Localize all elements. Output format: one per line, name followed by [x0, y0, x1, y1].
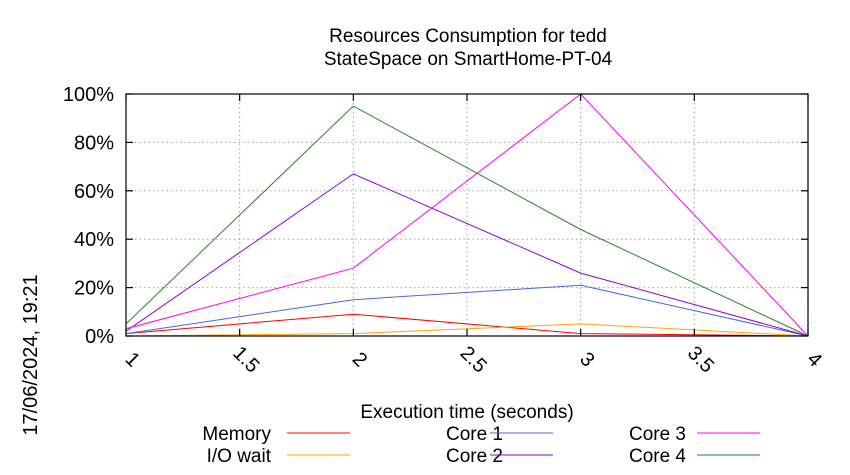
series-line-core-4 — [125, 105, 809, 337]
y-tick-label: 60% — [74, 181, 114, 203]
legend-label-i-o-wait: I/O wait — [207, 446, 272, 467]
legend-label-core-1: Core 1 — [446, 424, 503, 445]
legend-label-core-4: Core 4 — [629, 446, 686, 467]
legend-label-memory: Memory — [202, 424, 271, 445]
chart-title-line-2: StateSpace on SmartHome-PT-04 — [324, 49, 613, 70]
timestamp-label: 17/06/2024, 19:21 — [20, 274, 42, 435]
x-tick-label: 4 — [803, 348, 826, 371]
legend-label-core-3: Core 3 — [629, 424, 686, 445]
x-axis-label: Execution time (seconds) — [360, 402, 573, 423]
legend-label-core-2: Core 2 — [446, 446, 503, 467]
x-tick-label: 2 — [348, 348, 371, 371]
x-tick-label: 3 — [575, 348, 598, 371]
x-tick-label: 2.5 — [456, 342, 491, 377]
y-tick-label: 40% — [74, 229, 114, 251]
y-tick-label: 100% — [63, 84, 114, 106]
series-line-core-1 — [125, 284, 809, 337]
axis-ticks: 0% 20% 40% 60% 80% 100% 1 1.5 2 2.5 3 3.5 4 — [63, 84, 826, 377]
y-tick-label: 0% — [85, 326, 114, 348]
grid — [126, 94, 808, 336]
chart-title-line-1: Resources Consumption for tedd — [329, 26, 607, 47]
x-tick-label: 1.5 — [228, 342, 263, 377]
x-tick-label: 3.5 — [683, 342, 718, 377]
series-line-core-3 — [125, 93, 809, 337]
y-tick-label: 20% — [74, 278, 114, 300]
x-tick-label: 1 — [121, 348, 144, 371]
series-line-core-2 — [125, 173, 809, 337]
y-tick-label: 80% — [74, 132, 114, 154]
